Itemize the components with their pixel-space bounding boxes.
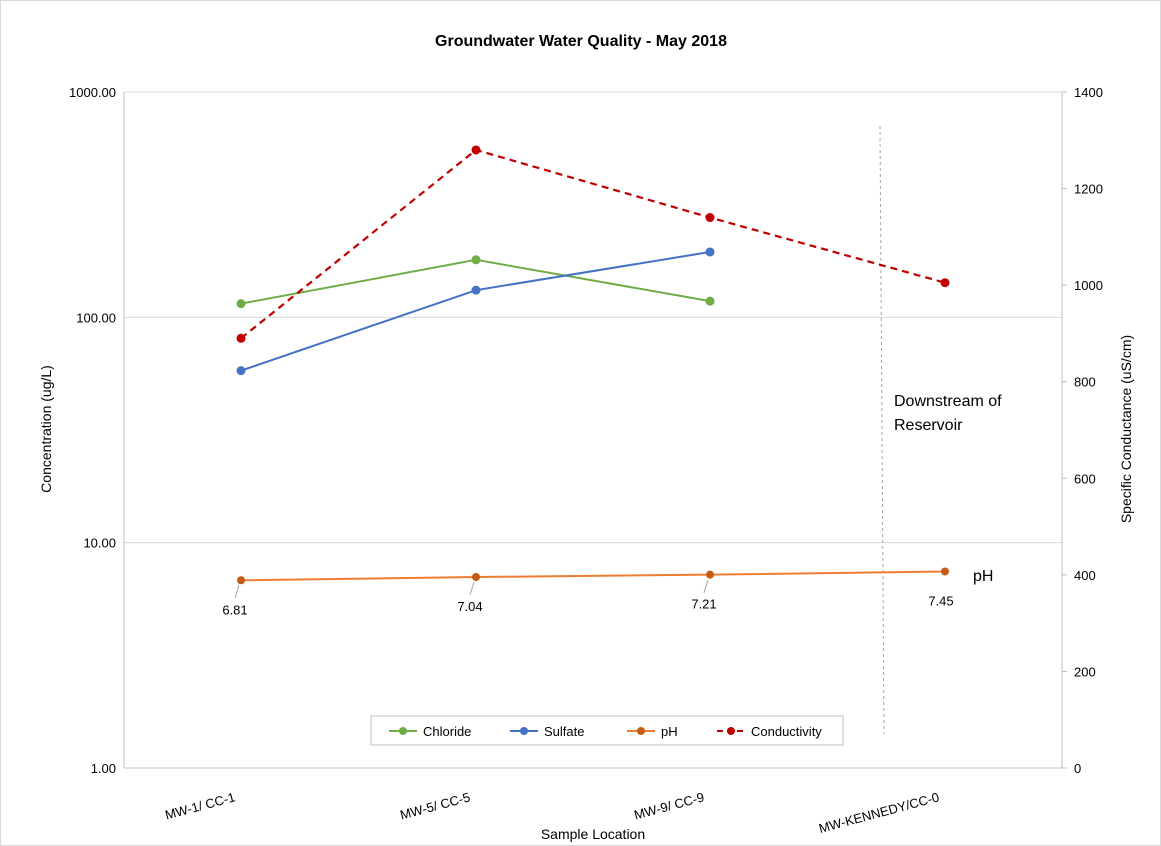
legend-label: Sulfate [544,724,584,739]
data-point [471,255,481,265]
y2-tick-label: 200 [1074,664,1096,679]
y2-tick-label: 1400 [1074,85,1103,100]
y-axis-ticks: 1.00 10.00 100.00 1000.00 [69,85,116,776]
legend-label: Conductivity [751,724,822,739]
y2-axis-ticks: 0 200 400 600 800 1000 1200 1400 [1074,85,1103,776]
data-point [940,278,950,288]
ph-data-label: 7.21 [691,597,716,612]
x-tick-label: MW-5/ CC-5 [398,789,471,822]
ph-data-label: 7.04 [457,599,482,614]
y2-axis-title: Specific Conductance (uS/cm) [1118,335,1134,523]
legend-swatch-marker [637,727,645,735]
series-conductivity [236,145,950,343]
y2-tick-label: 1000 [1074,278,1103,293]
legend-swatch-marker [399,727,407,735]
annotation-ph: pH [973,568,993,585]
y-tick-label: 10.00 [83,536,116,551]
legend-box [370,715,844,746]
data-point [471,145,481,155]
annotation-downstream-line2: Reservoir [894,417,963,434]
x-tick-label: MW-9/ CC-9 [632,789,705,822]
legend-label: Chloride [423,724,471,739]
legend: Chloride Sulfate pH Conductivity [370,715,844,746]
data-point [472,573,480,582]
ph-data-label: 7.45 [928,593,953,608]
annotation-downstream-line1: Downstream of [894,393,1002,410]
x-axis-title: Sample Location [541,826,645,842]
data-point [705,247,715,257]
data-point [237,576,245,585]
chart-title: Groundwater Water Quality - May 2018 [435,33,727,50]
axes [123,91,1067,769]
series-line-ph [240,570,946,582]
series-ph [237,567,949,585]
data-labels: 6.81 7.04 7.21 7.45 [222,579,954,617]
series-sulfate [236,247,715,376]
gridlines [124,91,1062,544]
region-divider [879,125,885,735]
data-point [706,570,714,579]
data-point [705,213,715,223]
y2-tick-label: 0 [1074,761,1081,776]
data-point [236,366,246,376]
x-tick-label: MW-KENNEDY/CC-0 [817,789,941,836]
y2-tick-label: 400 [1074,568,1096,583]
legend-item-conductivity: Conductivity [717,724,822,739]
y2-tick-label: 1200 [1074,182,1103,197]
series-layer [236,145,950,585]
data-point [236,333,246,343]
y-axis-title: Concentration (ug/L) [38,365,54,493]
legend-label: pH [661,724,678,739]
data-point [705,296,715,306]
ph-data-label: 6.81 [222,602,247,617]
series-line-sulfate [240,250,711,372]
y-tick-label: 1.00 [91,761,116,776]
x-tick-label: MW-1/ CC-1 [163,789,236,822]
legend-swatch-marker [727,727,735,735]
series-chloride [236,255,715,309]
y-tick-label: 1000.00 [69,85,116,100]
y2-tick-label: 800 [1074,375,1096,390]
label-leader [469,581,475,596]
data-point [236,299,246,309]
data-point [471,285,481,295]
series-line-conductivity [240,148,946,340]
legend-item-ph: pH [627,724,678,739]
y-tick-label: 100.00 [76,310,116,325]
label-leader [703,579,709,593]
legend-swatch-marker [520,727,528,735]
label-leader [234,585,240,599]
data-point [941,567,949,576]
y2-tick-label: 600 [1074,471,1096,486]
legend-item-chloride: Chloride [389,724,471,739]
legend-item-sulfate: Sulfate [510,724,584,739]
